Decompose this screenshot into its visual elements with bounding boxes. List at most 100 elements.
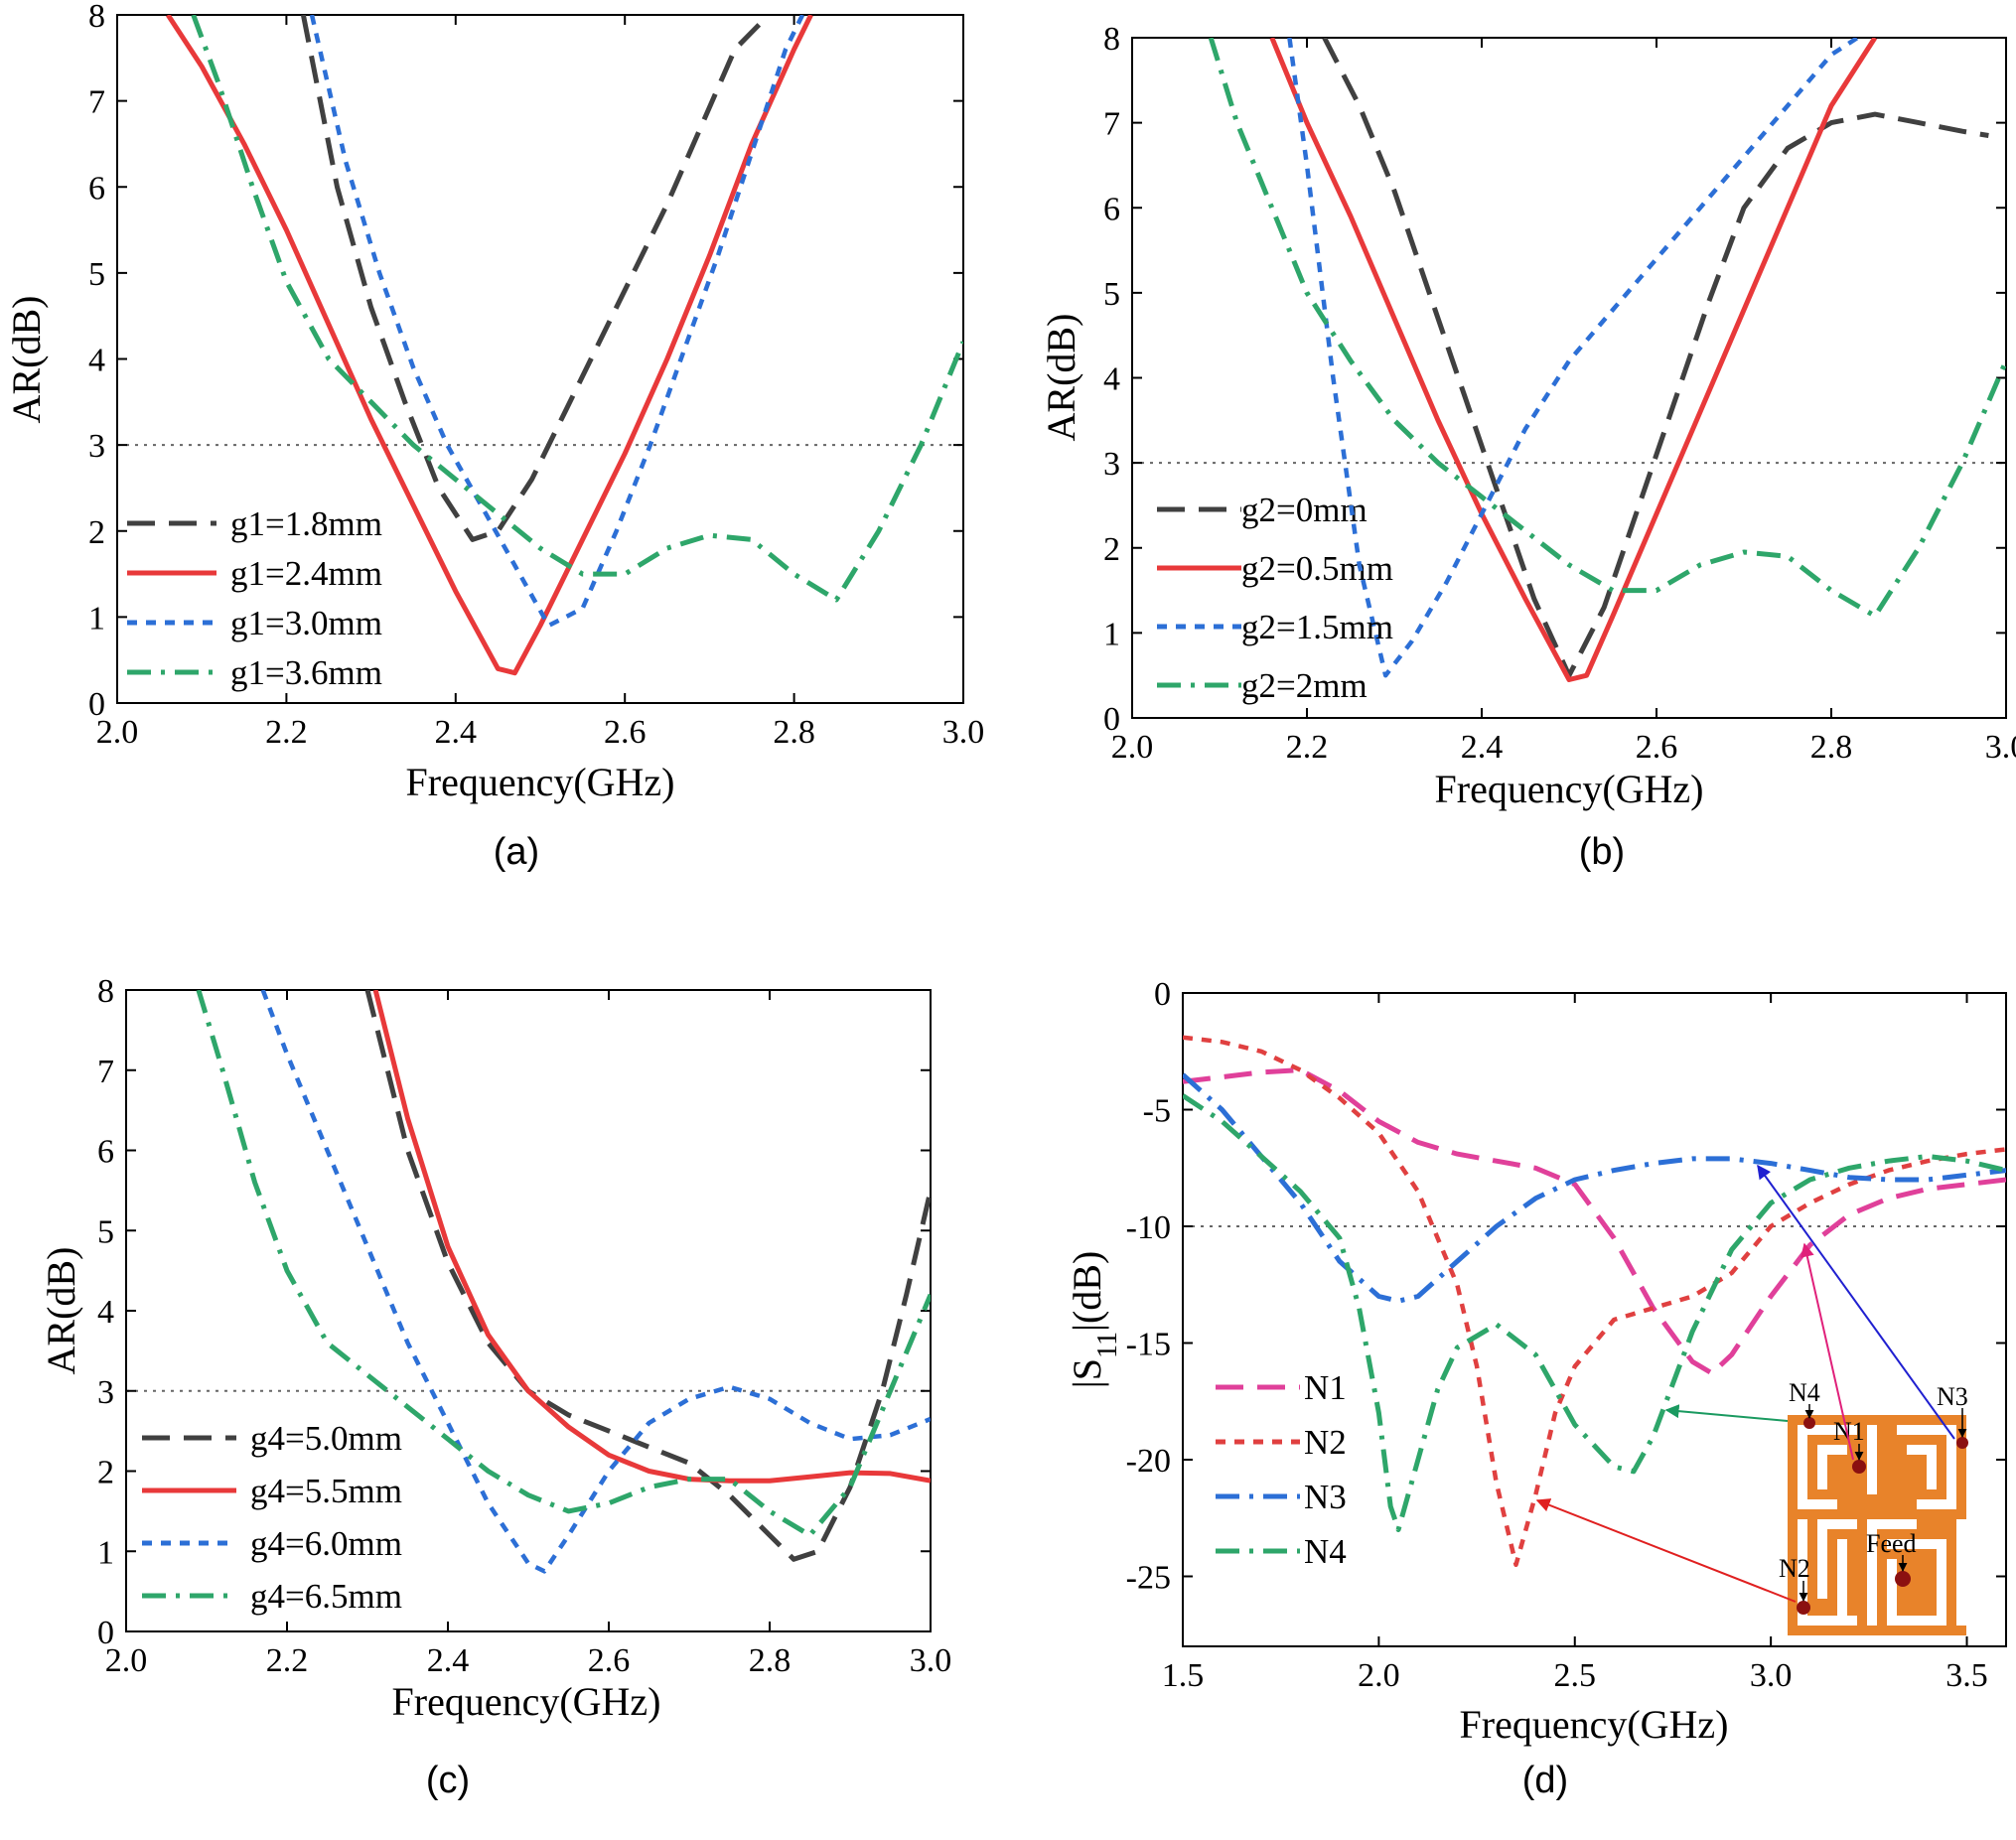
y-axis-label: AR(dB) <box>4 296 49 424</box>
y-tick-label: 4 <box>1103 361 1120 398</box>
series-line-g2=1.5mm <box>1287 38 1859 678</box>
x-axis-label: Frequency(GHz) <box>392 1679 661 1724</box>
series-line-N1 <box>1183 1067 2006 1376</box>
x-tick-label: 2.0 <box>1358 1657 1400 1694</box>
point-n4 <box>1803 1417 1815 1429</box>
panel-c: 0 1 2 3 4 5 6 7 8 2.0 2.2 2.4 2.6 2.8 3.0 g4=5.0mm g4=5.… <box>39 973 951 1801</box>
series-line-g1=3.6mm <box>191 15 963 603</box>
x-tick-label: 2.0 <box>105 1642 148 1679</box>
panel-b: 0 1 2 3 4 5 6 7 8 2.0 2.2 2.4 2.6 2.8 3.0 g2=0mm g2=0.5m… <box>1039 21 2016 873</box>
y-tick-label: 2 <box>97 1455 114 1491</box>
x-tick-label: 2.4 <box>435 714 478 751</box>
legend-label: g1=2.4mm <box>230 554 382 593</box>
legend-label: N1 <box>1304 1368 1347 1407</box>
series-line-g2=0mm <box>1322 38 1989 678</box>
x-tick-label: 2.2 <box>1286 729 1329 766</box>
legend-label: N2 <box>1304 1423 1347 1462</box>
x-axis-label: Frequency(GHz) <box>406 760 675 804</box>
series-line-N2 <box>1183 1035 2006 1568</box>
x-tick-label: 2.5 <box>1554 1657 1597 1694</box>
plot-frame <box>1182 992 2007 1647</box>
y-axis-label: AR(dB) <box>1039 314 1083 442</box>
y-tick-label: 2 <box>88 514 105 551</box>
x-tick-label: 2.0 <box>96 714 139 751</box>
x-tick-label: 2.4 <box>427 1642 470 1679</box>
x-tick-label: 2.2 <box>265 714 308 751</box>
x-tick-label: 3.0 <box>942 714 985 751</box>
y-tick-label: 1 <box>88 600 105 637</box>
y-tick-label: 4 <box>88 343 105 379</box>
panel-caption: (d) <box>1522 1760 1568 1801</box>
series-line-g1=1.8mm <box>300 15 771 542</box>
legend-label: g1=3.0mm <box>230 604 382 642</box>
y-tick-label: 8 <box>1103 21 1120 58</box>
x-axis-label: Frequency(GHz) <box>1435 767 1704 811</box>
y-tick-label: 3 <box>97 1374 114 1411</box>
x-tick-label: 2.0 <box>1111 729 1154 766</box>
series-line-g1=3.0mm <box>309 15 805 629</box>
y-tick-label: -25 <box>1126 1560 1171 1597</box>
panel-caption: (a) <box>494 831 539 873</box>
panel-caption: (c) <box>426 1760 470 1801</box>
x-tick-label: 2.8 <box>1810 729 1853 766</box>
arrow-n3 <box>1757 1164 1955 1440</box>
x-tick-label: 2.8 <box>749 1642 792 1679</box>
series-line-g4=5.0mm <box>364 990 931 1562</box>
inset-label-feed: Feed <box>1866 1529 1917 1558</box>
point-n1 <box>1852 1460 1866 1474</box>
antenna-inset: N4 N1 N3 Feed N2 <box>1535 1164 1968 1635</box>
legend-label: g4=5.5mm <box>250 1472 402 1510</box>
y-axis-label: |S11|(dB) <box>1065 1251 1123 1389</box>
x-tick-label: 3.0 <box>1985 729 2016 766</box>
x-tick-label: 2.8 <box>773 714 815 751</box>
x-tick-label: 3.5 <box>1945 1657 1988 1694</box>
point-feed <box>1895 1571 1911 1587</box>
y-tick-label: -5 <box>1143 1093 1171 1130</box>
plot-frame <box>125 989 932 1632</box>
legend-label: g2=2mm <box>1241 666 1368 705</box>
y-tick-label: 3 <box>88 428 105 465</box>
panel-a: 0 1 2 3 4 5 6 7 8 2.0 2.2 2.4 2.6 2.8 3.0 g1=1.8mm g1=2.… <box>4 0 984 873</box>
y-tick-label: 0 <box>1154 976 1171 1013</box>
inset-ticks <box>1799 1404 1967 1602</box>
x-tick-label: 3.0 <box>910 1642 952 1679</box>
y-tick-label: 7 <box>97 1054 114 1090</box>
series-line-g2=0.5mm <box>1269 38 1878 682</box>
x-tick-label: 3.0 <box>1750 1657 1793 1694</box>
y-tick-label: -10 <box>1126 1209 1171 1246</box>
y-tick-label: 5 <box>88 256 105 293</box>
y-axis-label: AR(dB) <box>39 1247 83 1375</box>
y-tick-label: 6 <box>1103 191 1120 227</box>
y-tick-label: 8 <box>88 0 105 35</box>
series-line-N4 <box>1183 1093 2006 1532</box>
y-tick-label: 0 <box>97 1615 114 1651</box>
x-tick-label: 2.4 <box>1461 729 1504 766</box>
legend-label: g4=5.0mm <box>250 1419 402 1458</box>
y-tick-label: -20 <box>1126 1443 1171 1480</box>
x-tick-label: 1.5 <box>1162 1657 1205 1694</box>
legend-label: g2=1.5mm <box>1241 608 1393 646</box>
legend-label: g2=0mm <box>1241 491 1368 529</box>
inset-feed-points <box>1797 1417 1968 1615</box>
series-line-g4=5.5mm <box>372 990 931 1484</box>
y-tick-label: 5 <box>1103 276 1120 313</box>
x-tick-label: 2.6 <box>1636 729 1678 766</box>
x-tick-label: 2.6 <box>604 714 647 751</box>
legend-label: g4=6.0mm <box>250 1524 402 1563</box>
legend-label: N4 <box>1304 1532 1347 1571</box>
legend-label: g4=6.5mm <box>250 1577 402 1616</box>
arrow-n4 <box>1664 1404 1789 1422</box>
panel-caption: (b) <box>1579 831 1625 873</box>
y-tick-label: 0 <box>88 686 105 723</box>
panel-d: 0 -5 -10 -15 -20 -25 1.5 2.0 2.5 3.0 3.5 N1 N2 N3 N4 Fr… <box>1065 976 2007 1801</box>
y-tick-label: 1 <box>1103 616 1120 652</box>
point-n2 <box>1797 1601 1810 1615</box>
y-tick-label: -15 <box>1126 1327 1171 1363</box>
y-tick-label: 0 <box>1103 701 1120 738</box>
y-tick-label: 8 <box>97 973 114 1010</box>
x-tick-label: 2.6 <box>588 1642 631 1679</box>
inset-slots <box>1798 1425 1966 1626</box>
point-n3 <box>1956 1437 1968 1449</box>
x-axis-label: Frequency(GHz) <box>1460 1702 1729 1747</box>
